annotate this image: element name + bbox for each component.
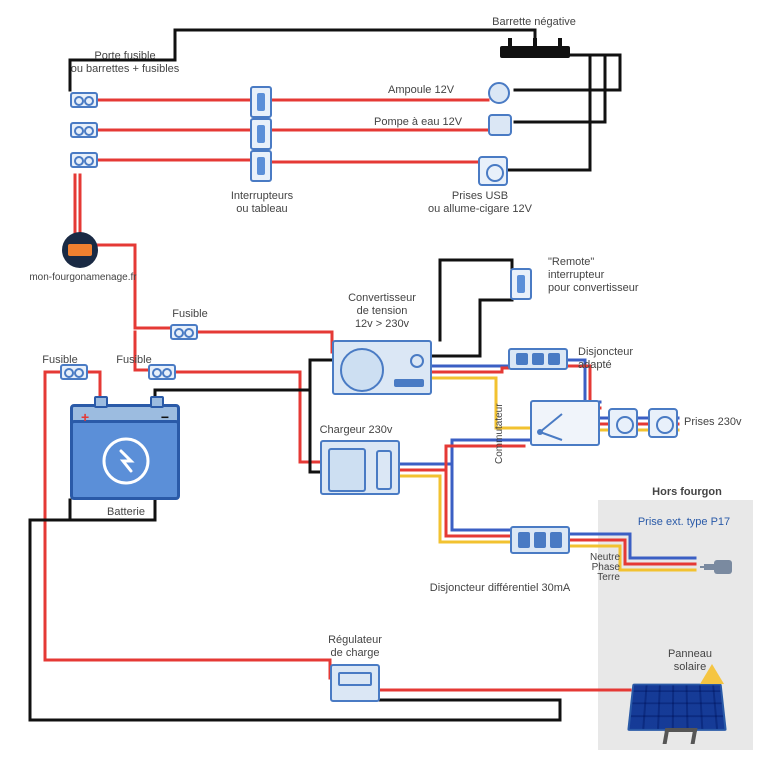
label-website: mon-fourgonamenage.fr bbox=[28, 272, 138, 284]
switch-3 bbox=[250, 150, 272, 182]
bulb-icon bbox=[488, 82, 510, 104]
regulator-box bbox=[330, 664, 380, 702]
label-battery: Batterie bbox=[96, 506, 156, 519]
label-charger: Chargeur 230v bbox=[296, 424, 416, 437]
usb-outlet-icon bbox=[478, 156, 508, 186]
label-commutator: Commutateur bbox=[494, 384, 505, 464]
label-usb: Prises USBou allume-cigare 12V bbox=[410, 190, 550, 216]
label-p17: Prise ext. type P17 bbox=[624, 516, 744, 529]
battery-terminal-neg bbox=[150, 396, 164, 408]
socket-230v-2 bbox=[648, 408, 678, 438]
solar-stand bbox=[663, 728, 698, 744]
inline-fuse-top bbox=[170, 324, 198, 340]
socket-230v-1 bbox=[608, 408, 638, 438]
breaker-adapted bbox=[508, 348, 568, 370]
fuse-holder-1 bbox=[70, 92, 98, 108]
label-fusible-3: Fusible bbox=[30, 354, 90, 367]
remote-switch bbox=[510, 268, 532, 300]
switch-1 bbox=[250, 86, 272, 118]
label-breaker: Disjoncteuradapté bbox=[578, 346, 678, 372]
label-fusible-1: Fusible bbox=[160, 308, 220, 321]
label-sockets230: Prises 230v bbox=[684, 416, 754, 429]
label-fusible-2: Fusible bbox=[104, 354, 164, 367]
commutator-box bbox=[530, 400, 600, 446]
label-fuse-holder: Porte fusibleou barrettes + fusibles bbox=[50, 50, 200, 76]
label-regulator: Régulateurde charge bbox=[300, 634, 410, 660]
label-switches: Interrupteursou tableau bbox=[212, 190, 312, 216]
label-converter: Convertisseurde tension12v > 230v bbox=[320, 292, 444, 332]
label-remote: "Remote"interrupteurpour convertisseur bbox=[548, 256, 678, 296]
diff-breaker-box bbox=[510, 526, 570, 554]
label-neg-bar: Barrette négative bbox=[454, 16, 614, 29]
fuse-holder-2 bbox=[70, 122, 98, 138]
pump-icon bbox=[488, 114, 512, 136]
charger-box bbox=[320, 440, 400, 495]
label-hors-fourgon: Hors fourgon bbox=[632, 486, 742, 499]
website-badge bbox=[62, 232, 98, 268]
fuse-holder-3 bbox=[70, 152, 98, 168]
label-diff-breaker: Disjoncteur différentiel 30mA bbox=[400, 582, 600, 595]
battery-body: + − bbox=[70, 420, 180, 500]
solar-panel-icon bbox=[627, 684, 726, 731]
converter-box bbox=[332, 340, 432, 395]
label-bulb: Ampoule 12V bbox=[388, 84, 488, 97]
battery-terminal-pos bbox=[94, 396, 108, 408]
switch-2 bbox=[250, 118, 272, 150]
negative-busbar bbox=[500, 46, 570, 58]
label-pump: Pompe à eau 12V bbox=[374, 116, 484, 129]
label-solar: Panneausolaire bbox=[650, 648, 730, 674]
